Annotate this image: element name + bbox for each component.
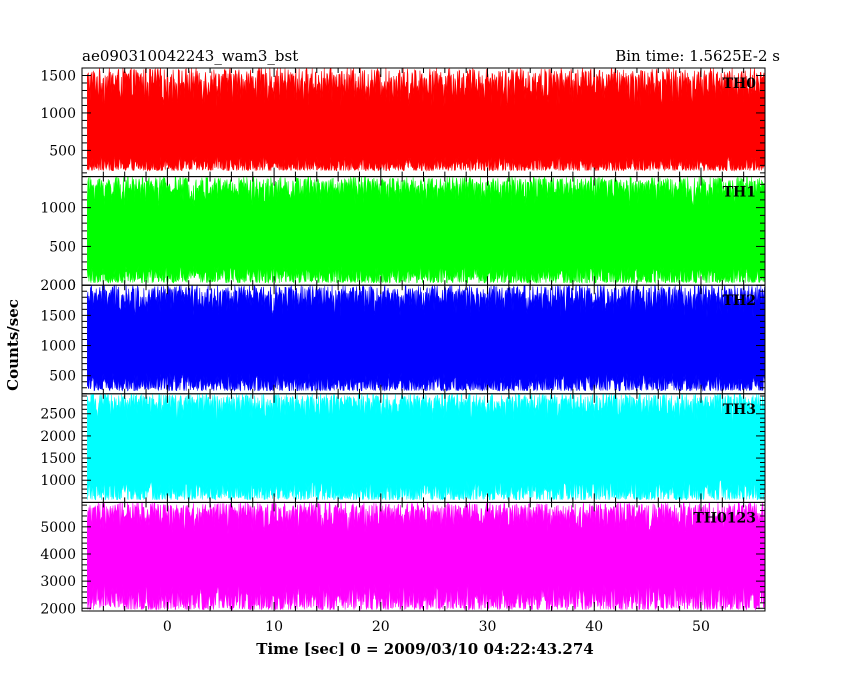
panel-th2: 500 1000 1500 2000 TH2 bbox=[40, 278, 766, 395]
y-tick-label: 1500 bbox=[40, 308, 76, 324]
y-tick-label: 500 bbox=[49, 143, 76, 159]
signal-th3 bbox=[87, 393, 765, 501]
y-tick-label: 1500 bbox=[40, 451, 76, 467]
x-tick-label: 50 bbox=[692, 619, 710, 635]
signal-th0123 bbox=[87, 502, 765, 611]
chart-title-left: ae090310042243_wam3_bst bbox=[82, 47, 298, 65]
panel-label-th1: TH1 bbox=[723, 185, 756, 201]
y-tick-label: 2000 bbox=[40, 278, 76, 294]
y-tick-label: 5000 bbox=[40, 520, 76, 536]
x-axis-title: Time [sec] 0 = 2009/03/10 04:22:43.274 bbox=[256, 640, 593, 658]
y-tick-label: 4000 bbox=[40, 547, 76, 563]
x-tick-label: 40 bbox=[585, 619, 603, 635]
y-tick-label: 1000 bbox=[40, 473, 76, 489]
y-tick-label: 2500 bbox=[40, 407, 76, 423]
y-tick-label: 1000 bbox=[40, 339, 76, 355]
x-tick-label: 0 bbox=[163, 619, 172, 635]
panel-th1: 0 500 1000 TH1 bbox=[40, 176, 766, 294]
panel-label-th2: TH2 bbox=[723, 293, 756, 309]
x-tick-label: 10 bbox=[265, 619, 283, 635]
signal-th0 bbox=[87, 68, 765, 172]
y-tick-label: 2000 bbox=[40, 601, 76, 617]
y-tick-label: 1500 bbox=[40, 68, 76, 84]
y-tick-label: 1000 bbox=[40, 106, 76, 122]
y-tick-label: 1000 bbox=[40, 201, 76, 217]
x-tick-label: 30 bbox=[479, 619, 497, 635]
panel-label-th0: TH0 bbox=[723, 76, 757, 92]
panel-th0: 500 1000 1500 TH0 bbox=[40, 67, 766, 178]
y-tick-label: 500 bbox=[49, 239, 76, 255]
chart-title-right: Bin time: 1.5625E-2 s bbox=[615, 47, 780, 65]
signal-th1 bbox=[87, 176, 765, 284]
panel-th0123: 2000 3000 4000 5000 TH0123 bbox=[40, 501, 766, 617]
x-tick-label: 20 bbox=[372, 619, 390, 635]
panel-th3: 1000 1500 2000 2500 TH3 bbox=[40, 393, 766, 503]
signal-th2 bbox=[87, 285, 765, 392]
y-axis-title: Counts/sec bbox=[4, 299, 22, 391]
y-tick-label: 0 bbox=[67, 278, 76, 294]
y-tick-label: 2000 bbox=[40, 429, 76, 445]
panel-label-th0123: TH0123 bbox=[693, 510, 756, 526]
panel-label-th3: TH3 bbox=[723, 402, 756, 418]
y-tick-label: 3000 bbox=[40, 574, 76, 590]
y-tick-label: 500 bbox=[49, 369, 76, 385]
